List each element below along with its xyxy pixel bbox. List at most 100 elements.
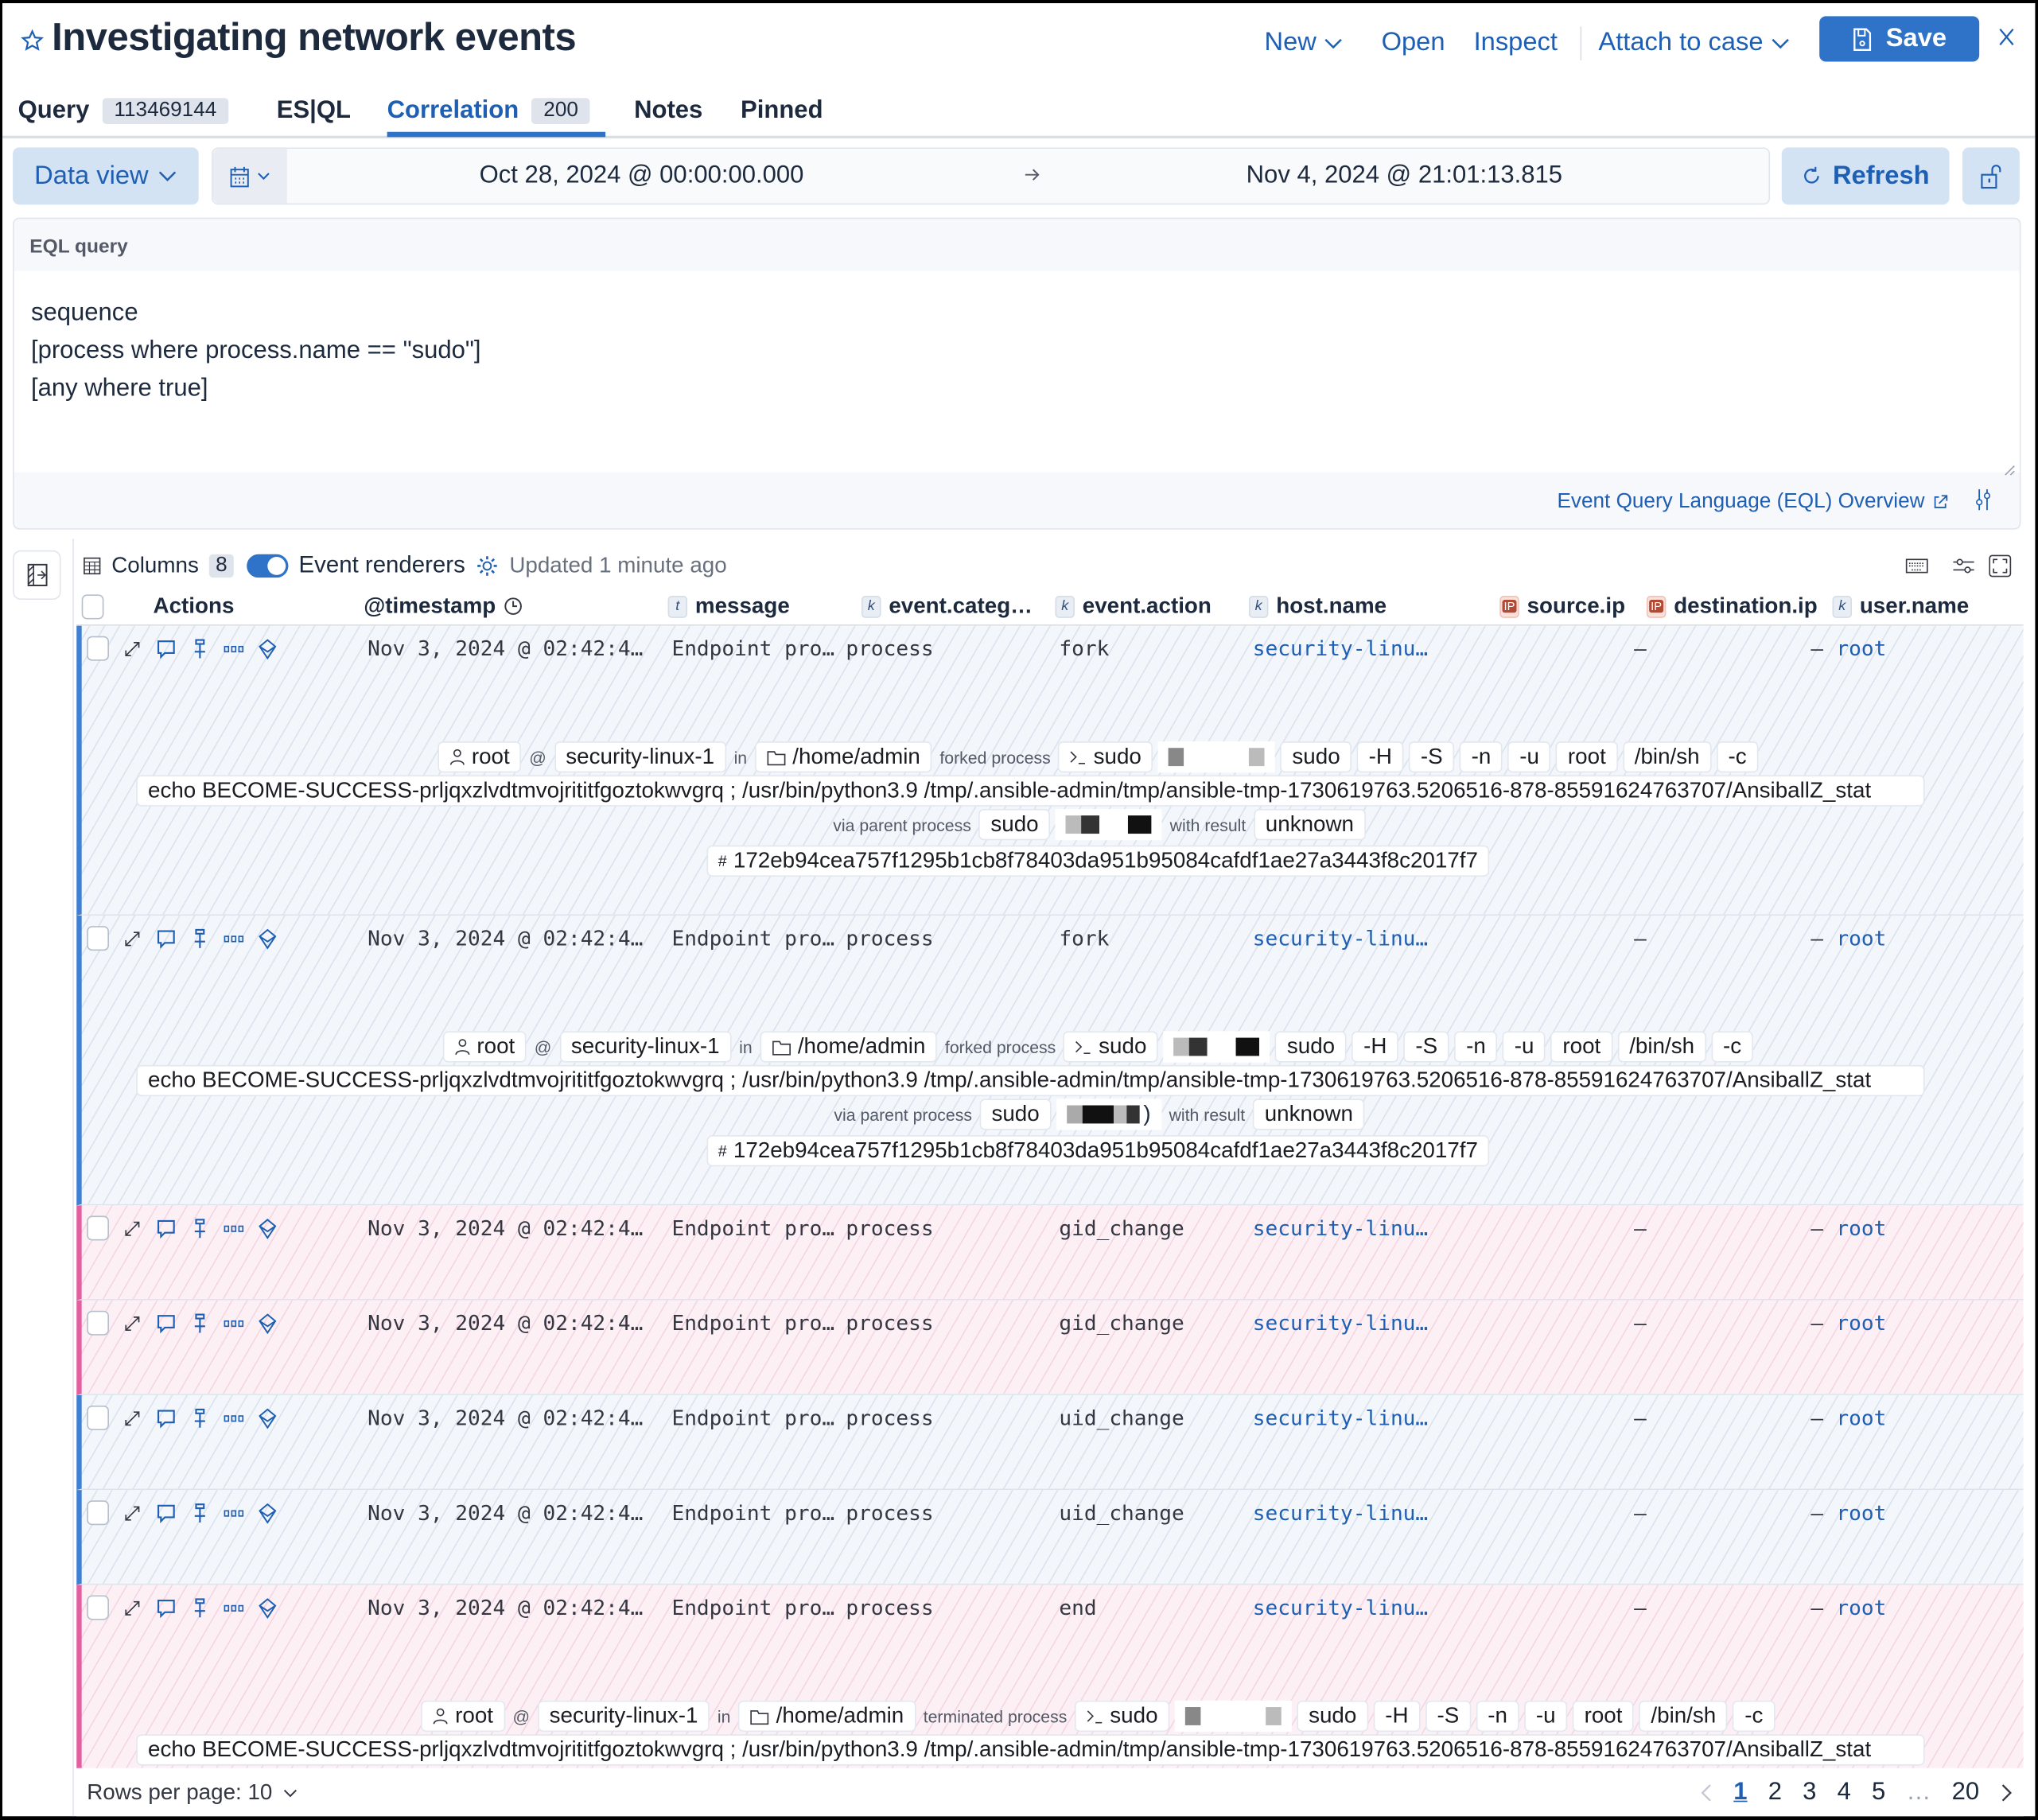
renderer-working-dir[interactable]: /home/admin — [738, 1700, 916, 1732]
more-actions-icon[interactable] — [224, 1407, 244, 1428]
add-note-icon[interactable] — [156, 1597, 177, 1618]
resize-handle-icon[interactable] — [2003, 459, 2016, 482]
analyze-event-icon[interactable] — [257, 1503, 278, 1523]
quick-select-button[interactable] — [212, 148, 287, 204]
page-2[interactable]: 2 — [1768, 1778, 1783, 1806]
renderer-arg[interactable]: root — [1556, 741, 1618, 773]
pin-event-icon[interactable] — [189, 1407, 210, 1428]
cell-host[interactable]: security-linu… — [1252, 926, 1429, 951]
pin-event-icon[interactable] — [189, 1312, 210, 1333]
expand-event-icon[interactable] — [122, 928, 142, 949]
renderer-arg[interactable]: root — [1550, 1031, 1612, 1063]
renderer-arg[interactable]: /bin/sh — [1639, 1700, 1728, 1732]
renderer-arg[interactable]: -n — [1454, 1031, 1498, 1063]
renderer-arg[interactable]: -H — [1373, 1700, 1421, 1732]
gear-icon[interactable] — [476, 554, 499, 577]
cell-user[interactable]: root — [1836, 1215, 1887, 1241]
renderer-parent-process[interactable]: sudo — [979, 1099, 1052, 1130]
add-note-icon[interactable] — [156, 1407, 177, 1428]
renderer-arg[interactable]: -S — [1403, 1031, 1449, 1063]
analyze-event-icon[interactable] — [257, 1407, 278, 1429]
row-checkbox[interactable] — [87, 1595, 109, 1620]
expand-sidebar-button[interactable] — [13, 550, 61, 600]
analyze-event-icon[interactable] — [257, 1218, 278, 1239]
renderer-hash[interactable]: #172eb94cea757f1295b1cb8f78403da951b9508… — [706, 1135, 1490, 1167]
keyboard-icon[interactable] — [1905, 557, 1928, 581]
attach-to-case-button[interactable]: Attach to case — [1598, 28, 1789, 58]
column-header--timestamp[interactable]: @timestamp — [364, 593, 522, 620]
renderer-process[interactable]: sudo — [1075, 1700, 1170, 1732]
page-5[interactable]: 5 — [1872, 1778, 1886, 1806]
tab-correlation[interactable]: Correlation 200 — [387, 97, 590, 126]
data-view-button[interactable]: Data view — [13, 147, 199, 205]
expand-event-icon[interactable] — [122, 1312, 142, 1333]
renderer-working-dir[interactable]: /home/admin — [760, 1031, 938, 1063]
tab-notes[interactable]: Notes — [634, 96, 703, 124]
expand-event-icon[interactable] — [122, 1597, 142, 1618]
cell-user[interactable]: root — [1836, 636, 1887, 661]
tab-esql[interactable]: ES|QL — [276, 96, 351, 124]
renderer-working-dir[interactable]: /home/admin — [754, 741, 932, 773]
renderer-arg[interactable]: -u — [1524, 1700, 1568, 1732]
more-actions-icon[interactable] — [224, 638, 244, 659]
cell-host[interactable]: security-linu… — [1252, 1500, 1429, 1526]
renderer-arg[interactable]: /bin/sh — [1617, 1031, 1706, 1063]
tab-pinned[interactable]: Pinned — [741, 96, 823, 124]
renderer-user[interactable]: root — [438, 741, 522, 773]
renderer-arg[interactable]: sudo — [1275, 1031, 1347, 1063]
renderer-arg[interactable]: -c — [1716, 741, 1759, 773]
add-note-icon[interactable] — [156, 1503, 177, 1523]
add-note-icon[interactable] — [156, 638, 177, 659]
page-3[interactable]: 3 — [1803, 1778, 1817, 1806]
column-header-user-name[interactable]: k user.name — [1832, 593, 1969, 620]
close-icon[interactable] — [1997, 26, 2016, 53]
cell-host[interactable]: security-linu… — [1252, 1310, 1429, 1336]
pin-event-icon[interactable] — [189, 1218, 210, 1239]
page-last[interactable]: 20 — [1951, 1778, 1980, 1806]
renderer-process[interactable]: sudo — [1064, 1031, 1159, 1063]
pin-event-icon[interactable] — [189, 1503, 210, 1523]
add-note-icon[interactable] — [156, 928, 177, 949]
cell-host[interactable]: security-linu… — [1252, 636, 1429, 661]
expand-event-icon[interactable] — [122, 1503, 142, 1523]
renderer-hash[interactable]: #172eb94cea757f1295b1cb8f78403da951b9508… — [706, 845, 1490, 877]
eql-query-input[interactable]: sequence [process where process.name == … — [14, 270, 2020, 472]
column-header-actions[interactable]: Actions — [154, 593, 235, 620]
renderer-arg[interactable]: -S — [1409, 741, 1455, 773]
rows-per-page-select[interactable]: Rows per page: 10 — [87, 1780, 297, 1806]
pin-event-icon[interactable] — [189, 1597, 210, 1618]
column-header-event-action[interactable]: k event.action — [1055, 593, 1212, 620]
new-menu-button[interactable]: New — [1265, 28, 1343, 58]
renderer-user[interactable]: root — [442, 1031, 527, 1063]
chevron-right-icon[interactable] — [2000, 1783, 2013, 1803]
renderer-arg[interactable]: -n — [1459, 741, 1503, 773]
lock-toggle-button[interactable] — [1962, 147, 2020, 205]
renderer-command[interactable]: echo BECOME-SUCCESS-prljqxzlvdtmvojritit… — [136, 775, 1925, 807]
pin-event-icon[interactable] — [189, 638, 210, 659]
favorite-star-icon[interactable] — [21, 29, 44, 60]
expand-event-icon[interactable] — [122, 638, 142, 659]
renderer-host[interactable]: security-linux-1 — [537, 1700, 710, 1732]
row-checkbox[interactable] — [87, 926, 109, 951]
more-actions-icon[interactable] — [224, 1597, 244, 1618]
renderer-arg[interactable]: root — [1572, 1700, 1635, 1732]
renderer-arg[interactable]: sudo — [1297, 1700, 1369, 1732]
pin-event-icon[interactable] — [189, 928, 210, 949]
add-note-icon[interactable] — [156, 1218, 177, 1239]
start-date[interactable]: Oct 28, 2024 @ 00:00:00.000 — [479, 161, 804, 189]
save-button[interactable]: Save — [1819, 16, 1980, 62]
column-header-destination-ip[interactable]: IP destination.ip — [1646, 593, 1818, 620]
more-actions-icon[interactable] — [224, 1312, 244, 1333]
inspect-button[interactable]: Inspect — [1473, 28, 1558, 56]
tab-query[interactable]: Query 113469144 — [18, 97, 229, 126]
renderer-arg[interactable]: -u — [1507, 741, 1551, 773]
column-header-source-ip[interactable]: IP source.ip — [1499, 593, 1625, 620]
chevron-left-icon[interactable] — [1700, 1783, 1713, 1803]
more-actions-icon[interactable] — [224, 1218, 244, 1239]
refresh-button[interactable]: Refresh — [1781, 147, 1950, 205]
renderer-arg[interactable]: -S — [1425, 1700, 1472, 1732]
renderer-arg[interactable]: -u — [1503, 1031, 1546, 1063]
page-1[interactable]: 1 — [1733, 1778, 1748, 1806]
eql-settings-icon[interactable] — [1974, 488, 1993, 518]
renderer-arg[interactable]: -n — [1476, 1700, 1519, 1732]
